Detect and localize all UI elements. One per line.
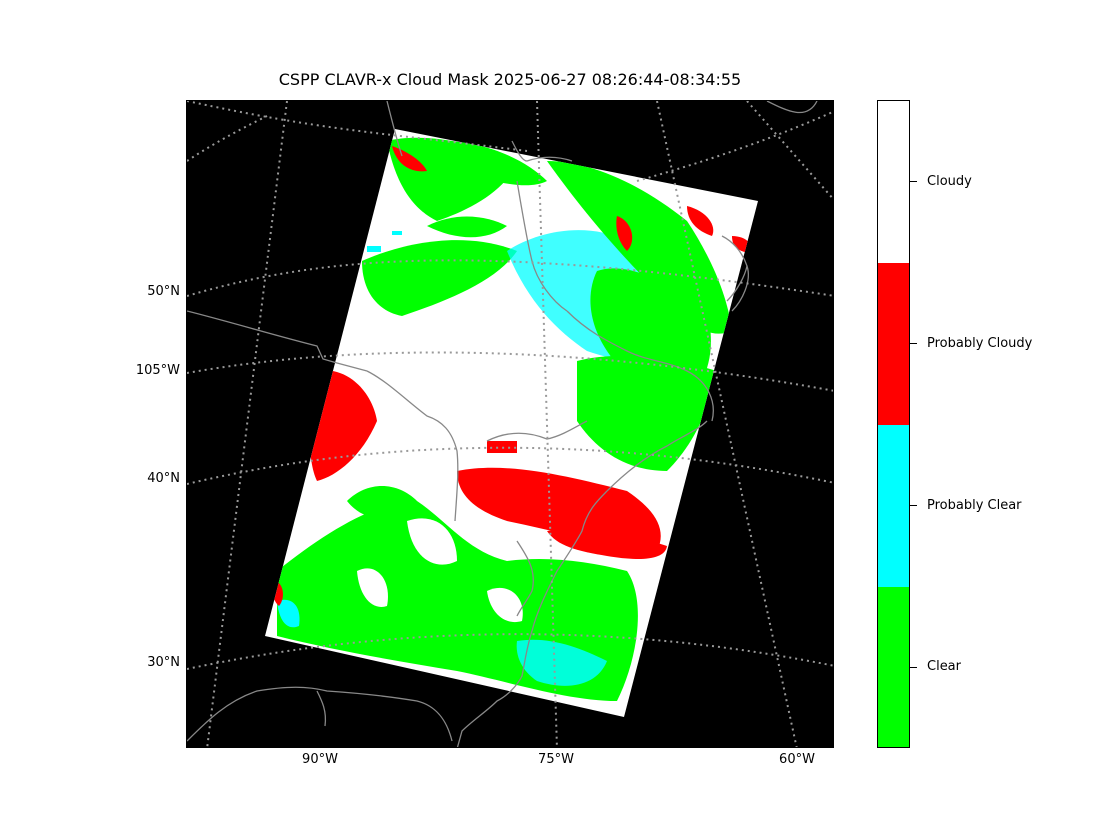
satellite-swath: [265, 129, 758, 717]
map-canvas: [187, 101, 833, 747]
colorbar-segment-cloudy: [878, 101, 909, 263]
colorbar-label-probably-cloudy: Probably Cloudy: [927, 336, 1033, 351]
lat-label-30n: 30°N: [147, 655, 180, 670]
colorbar-segment-probably-cloudy: [878, 263, 909, 425]
lon-label-90w: 90°W: [302, 752, 338, 767]
colorbar-tick: [910, 667, 917, 668]
cloud-mask-map: [186, 100, 834, 748]
map-title: CSPP CLAVR-x Cloud Mask 2025-06-27 08:26…: [278, 70, 742, 89]
lon-label-105w: 105°W: [135, 363, 180, 378]
colorbar-tick: [910, 505, 917, 506]
lon-label-75w: 75°W: [538, 752, 574, 767]
colorbar-segment-probably-clear: [878, 425, 909, 587]
lon-label-60w: 60°W: [779, 752, 815, 767]
colorbar-tick: [910, 343, 917, 344]
coastlines: [187, 101, 818, 747]
lat-label-40n: 40°N: [147, 471, 180, 486]
colorbar: [877, 100, 910, 748]
colorbar-label-probably-clear: Probably Clear: [927, 498, 1022, 513]
lat-label-50n: 50°N: [147, 284, 180, 299]
colorbar-label-cloudy: Cloudy: [927, 174, 972, 189]
colorbar-label-clear: Clear: [927, 659, 961, 674]
colorbar-tick: [910, 181, 917, 182]
colorbar-segment-clear: [878, 587, 909, 747]
graticule: [187, 101, 833, 747]
